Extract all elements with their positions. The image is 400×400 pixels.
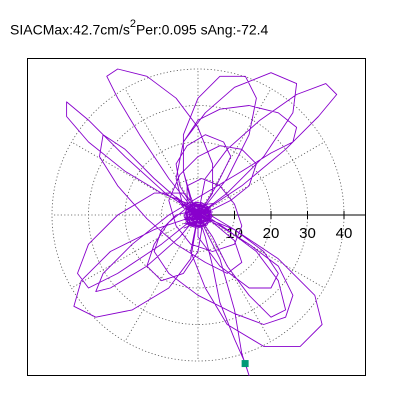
station-code: SIAC: [10, 21, 43, 38]
grid-spoke-120: [124, 88, 199, 216]
trace-core-segment: [187, 202, 194, 226]
trace-core-segment: [186, 221, 199, 227]
period-label: Per:: [135, 21, 162, 38]
motion-trace: [66, 68, 338, 376]
angle-value: -72.4: [236, 21, 269, 38]
grid-spoke-300: [197, 214, 272, 342]
trace-core-segment: [196, 209, 207, 213]
trace-line: [66, 68, 338, 376]
max-unit: cm/s: [100, 21, 130, 38]
radial-tick-label: 20: [263, 225, 280, 242]
hodogram-plot: 10 20 30 40: [27, 58, 366, 376]
radial-tick-label: 30: [299, 225, 316, 242]
chart-title: SIACMax:42.7cm/s2Per:0.095 sAng:-72.4: [10, 16, 268, 40]
trace-core-segment: [185, 221, 202, 225]
trace-core-segment: [191, 209, 203, 218]
max-value: 42.7: [73, 21, 101, 38]
polar-axes: 10 20 30 40: [198, 211, 366, 242]
trace-core-segment: [184, 217, 209, 221]
trace-core-segment: [193, 211, 208, 224]
trace-core-segment: [186, 216, 206, 225]
trace-core-segment: [192, 202, 215, 207]
period-value: 0.095 s: [161, 21, 208, 38]
trace-core-segment: [192, 212, 202, 217]
trace-core-segment: [188, 219, 192, 227]
trace-core-segment: [200, 204, 210, 212]
max-amplitude-marker: [241, 360, 249, 368]
trace-core-segment: [194, 206, 209, 210]
grid-spoke-240: [124, 214, 199, 342]
radial-tick-label: 40: [336, 225, 353, 242]
angle-label: Ang:: [207, 21, 237, 38]
grid-spoke-150: [71, 141, 199, 216]
grid-spoke-60: [197, 88, 272, 216]
max-label: Max:: [42, 21, 74, 38]
grid-spoke-30: [197, 141, 325, 216]
trace-core-segment: [193, 213, 199, 219]
max-marker-group: [241, 360, 249, 368]
max-unit-exponent: 2: [129, 18, 136, 30]
